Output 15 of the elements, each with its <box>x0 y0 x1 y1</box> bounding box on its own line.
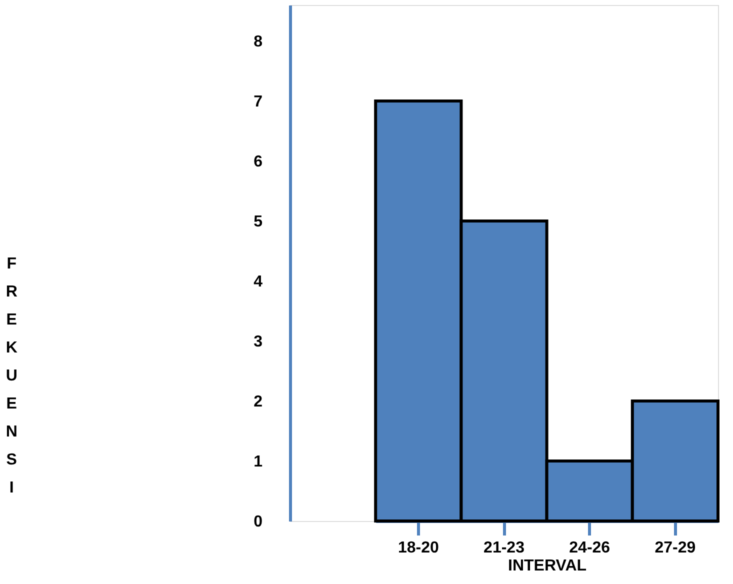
y-tick-label: 5 <box>254 214 263 230</box>
x-tick-label: 24-26 <box>569 540 610 556</box>
y-tick-label: 3 <box>254 334 263 350</box>
x-tick-label: 21-23 <box>484 540 525 556</box>
y-tick-label: 4 <box>254 274 263 290</box>
x-tick-label: 27-29 <box>654 540 696 556</box>
x-axis-title: INTERVAL <box>508 558 587 574</box>
text: FREKUENSI <box>6 256 18 496</box>
y-tick-label: 8 <box>254 34 263 50</box>
y-tick-label: 2 <box>254 394 263 410</box>
y-tick-label: 0 <box>254 514 263 530</box>
y-tick-label: 7 <box>254 94 263 110</box>
x-tick-label: 18-20 <box>398 540 439 556</box>
y-tick-label: 6 <box>254 154 263 170</box>
y-tick-label: 1 <box>254 454 263 470</box>
